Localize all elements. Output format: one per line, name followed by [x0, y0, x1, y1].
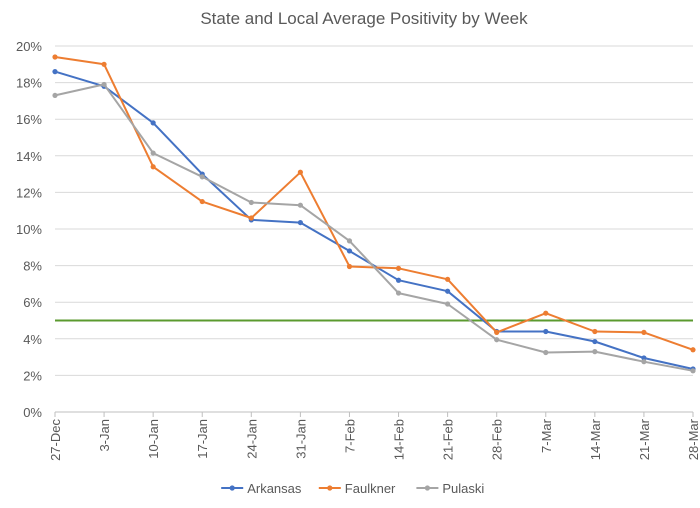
y-tick-label: 2% [23, 368, 42, 383]
y-tick-label: 12% [16, 185, 42, 200]
x-tick-label: 31-Jan [293, 419, 308, 459]
data-point [297, 169, 303, 175]
series-line [54, 83, 694, 372]
data-point [297, 219, 303, 226]
legend-label: Pulaski [442, 481, 484, 496]
data-point [150, 150, 156, 156]
data-point [395, 265, 402, 271]
data-point [690, 347, 696, 353]
y-tick-label: 8% [23, 259, 42, 274]
legend-label: Faulkner [345, 481, 396, 496]
data-point [592, 338, 598, 345]
data-point [101, 61, 107, 67]
legend-marker [327, 485, 333, 491]
data-point [494, 337, 500, 343]
data-point [690, 368, 696, 374]
data-point [297, 202, 303, 208]
data-point [346, 263, 353, 270]
data-point [150, 164, 156, 170]
data-point [445, 276, 451, 282]
data-point [199, 198, 205, 205]
legend-item-arkansas: Arkansas [221, 481, 302, 496]
y-tick-label: 4% [23, 332, 42, 347]
gridlines [55, 45, 693, 376]
legend-label: Arkansas [247, 481, 302, 496]
data-point [543, 328, 549, 335]
data-point [101, 81, 107, 88]
x-axis: 27-Dec 3-Jan 10-Jan 17-Jan 24-Jan 31-Jan 7-Feb… [48, 411, 700, 461]
x-tick-label: 21-Feb [441, 419, 456, 460]
series-pulaski [52, 81, 696, 374]
x-tick-label: 24-Jan [244, 419, 259, 459]
data-point [52, 92, 58, 99]
legend: Arkansas Faulkner Pulaski [221, 481, 484, 496]
data-point [199, 174, 205, 180]
series-line [54, 70, 694, 370]
y-tick-label: 10% [16, 222, 42, 237]
data-point [346, 238, 353, 244]
y-tick-label: 0% [23, 405, 42, 420]
data-point [52, 69, 58, 75]
legend-item-pulaski: Pulaski [416, 481, 484, 496]
y-tick-label: 14% [16, 149, 42, 164]
data-point [543, 349, 549, 356]
x-tick-label: 14-Feb [392, 419, 407, 460]
y-tick-label: 6% [23, 295, 42, 310]
x-tick-label: 27-Dec [48, 419, 63, 461]
y-tick-label: 16% [16, 112, 42, 127]
x-tick-label: 28-Feb [490, 419, 505, 460]
data-point [592, 349, 598, 355]
data-point [543, 310, 549, 316]
y-axis-tick-labels: 0% 2% 4% 6% 8% 10% 12% 14% 16% 18% 20% [16, 39, 42, 420]
x-tick-label: 7-Feb [342, 419, 357, 453]
data-point [248, 215, 254, 221]
data-point [445, 288, 451, 294]
data-point [248, 199, 254, 206]
legend-marker [229, 485, 235, 491]
data-point [52, 54, 58, 60]
x-tick-label: 7-Mar [539, 418, 554, 453]
series-group [52, 54, 696, 374]
data-point [346, 248, 353, 254]
data-point [641, 355, 647, 361]
data-point [150, 120, 156, 126]
legend-item-faulkner: Faulkner [318, 481, 396, 496]
data-point [395, 277, 402, 283]
x-tick-label: 17-Jan [195, 419, 210, 459]
data-point [494, 329, 500, 335]
series-faulkner [52, 54, 696, 353]
series-arkansas [52, 69, 696, 372]
y-tick-label: 18% [16, 76, 42, 91]
x-tick-label: 14-Mar [588, 418, 603, 460]
legend-marker [424, 485, 430, 491]
data-point [641, 329, 647, 335]
y-tick-label: 20% [16, 39, 42, 54]
series-line [54, 56, 694, 351]
data-point [445, 301, 451, 307]
x-tick-label: 28-Mar [686, 418, 700, 460]
data-point [641, 359, 647, 365]
x-tick-label: 21-Mar [637, 418, 652, 460]
data-point [395, 290, 402, 296]
x-tick-label: 10-Jan [146, 419, 161, 459]
data-point [592, 328, 598, 335]
chart-title: State and Local Average Positivity by We… [200, 9, 528, 28]
x-tick-label: 3-Jan [97, 419, 112, 452]
